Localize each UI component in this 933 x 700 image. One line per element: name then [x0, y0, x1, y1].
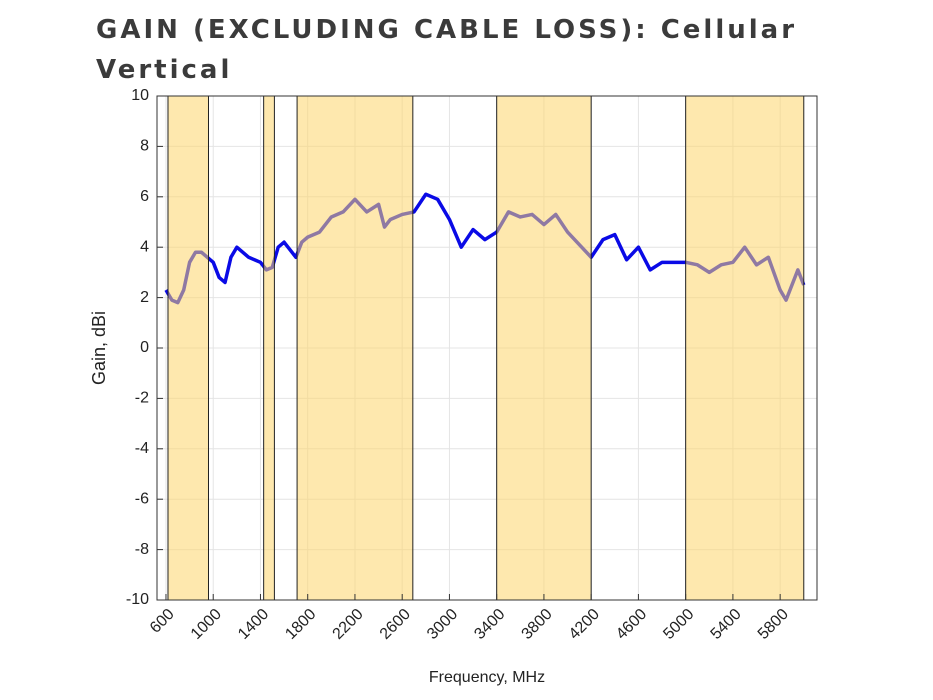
x-tick-label: 3400 [471, 606, 508, 643]
x-tick-label: 600 [147, 606, 178, 637]
y-tick-label: 4 [140, 238, 149, 255]
y-tick-label: 6 [140, 188, 149, 205]
band [167, 95, 209, 601]
x-tick-label: 5400 [708, 606, 745, 643]
y-tick-label: -4 [135, 440, 149, 457]
chart-title: GAIN (EXCLUDING CABLE LOSS): Cellular Ve… [96, 15, 798, 85]
x-tick-label: 4600 [613, 606, 650, 643]
x-tick-label: 2200 [330, 606, 367, 643]
x-tick-label: 1800 [282, 606, 319, 643]
x-tick-label: 3800 [519, 606, 556, 643]
y-tick-label: -10 [126, 591, 149, 608]
band [685, 95, 805, 601]
band [496, 95, 592, 601]
band [263, 95, 275, 601]
x-tick-label: 5800 [755, 606, 792, 643]
bands [167, 95, 805, 601]
y-tick-label: -2 [135, 390, 149, 407]
x-tick-label: 1000 [188, 606, 225, 643]
band [296, 95, 414, 601]
x-tick-label: 3000 [424, 606, 461, 643]
y-tick-label: -8 [135, 541, 149, 558]
y-axis-label: Gain, dBi [89, 311, 109, 385]
y-tick-label: 8 [140, 138, 149, 155]
x-tick-label: 4200 [566, 606, 603, 643]
y-tick-label: 10 [131, 87, 149, 104]
plot-frame [156, 95, 818, 601]
x-axis-label: Frequency, MHz [429, 669, 545, 686]
y-tick-label: 0 [140, 339, 149, 356]
x-tick-label: 1400 [235, 606, 272, 643]
y-tick-label: 2 [140, 289, 149, 306]
y-tick-label: -6 [135, 490, 149, 507]
x-tick-label: 2600 [377, 606, 414, 643]
x-tick-label: 5000 [660, 606, 697, 643]
